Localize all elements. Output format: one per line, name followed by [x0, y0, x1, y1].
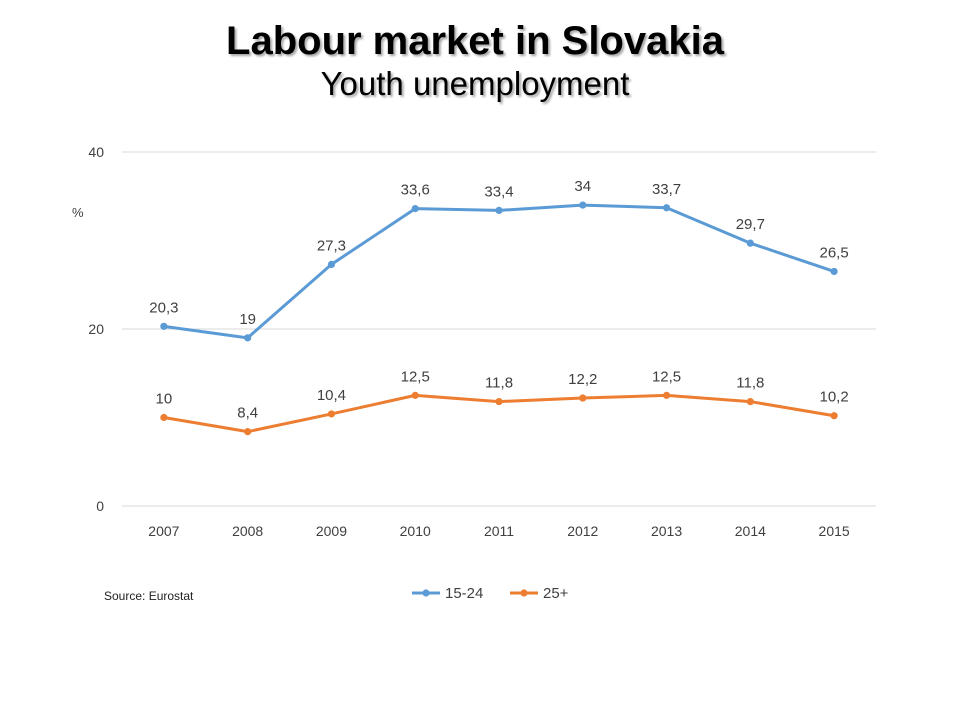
- data-label: 8,4: [237, 405, 258, 422]
- legend: 15-24 25+: [412, 585, 569, 602]
- y-tick-label: 0: [96, 498, 104, 514]
- series-25+: 10 8,4 10,4 12,5 11,8 12,2 12,5 11,8 10,2: [156, 368, 849, 436]
- data-label: 19: [239, 311, 256, 328]
- y-tick-label: 20: [88, 321, 104, 337]
- legend-label: 25+: [543, 585, 569, 602]
- x-tick-label: 2007: [148, 523, 179, 539]
- x-tick-label: 2013: [651, 523, 682, 539]
- x-tick-label: 2011: [484, 523, 514, 539]
- series-line: [162, 203, 836, 340]
- data-point: [411, 205, 419, 213]
- data-label: 12,5: [401, 368, 430, 385]
- data-point: [244, 334, 252, 342]
- data-point: [746, 239, 754, 247]
- data-label: 27,3: [317, 237, 346, 254]
- data-point: [160, 413, 168, 422]
- data-point: [160, 322, 168, 330]
- data-point: [830, 412, 838, 420]
- legend-swatch-marker: [422, 589, 430, 597]
- data-label: 10,4: [317, 387, 346, 404]
- data-point: [495, 206, 503, 215]
- x-tick-label: 2009: [316, 523, 347, 539]
- data-label: 12,5: [652, 368, 681, 385]
- x-tick-label: 2014: [735, 523, 766, 539]
- data-label: 12,2: [568, 371, 597, 388]
- data-label: 33,6: [401, 182, 430, 199]
- title-block: Labour market in Slovakia Youth unemploy…: [0, 18, 950, 104]
- data-point: [662, 204, 671, 212]
- data-point: [327, 410, 336, 418]
- data-point: [244, 428, 252, 436]
- data-label: 11,8: [485, 375, 513, 392]
- data-point: [327, 260, 336, 268]
- data-point: [495, 397, 503, 406]
- data-point: [830, 267, 838, 276]
- y-tick-label: 40: [88, 144, 104, 160]
- data-label: 26,5: [820, 244, 849, 261]
- data-point: [746, 397, 754, 406]
- data-label: 33,7: [652, 181, 681, 198]
- data-label: 34: [574, 178, 591, 195]
- page-subtitle: Youth unemployment: [320, 65, 630, 102]
- y-axis-ticks: 0 20 40: [88, 144, 104, 514]
- data-point: [579, 394, 587, 402]
- page-title: Labour market in Slovakia: [226, 19, 724, 63]
- data-label: 33,4: [484, 183, 513, 200]
- data-label: 10,2: [820, 389, 849, 406]
- data-point: [662, 391, 671, 399]
- legend-item: 25+: [510, 585, 569, 602]
- source-note: Source: Eurostat: [104, 589, 194, 603]
- data-point: [411, 391, 419, 399]
- legend-swatch-marker: [520, 589, 528, 597]
- x-tick-label: 2015: [819, 523, 850, 539]
- legend-item: 15-24: [412, 585, 483, 602]
- data-label: 11,8: [736, 375, 764, 392]
- data-point: [579, 201, 587, 209]
- series-15-24: 20,3 19 27,3 33,6 33,4 34 33,7 29,7 26,5: [149, 178, 849, 342]
- x-tick-label: 2010: [400, 523, 431, 539]
- data-label: 20,3: [149, 299, 178, 316]
- x-axis-ticks: 2007 2008 2009 2010 2011 2012 2013 2014 2015: [148, 523, 850, 539]
- x-tick-label: 2012: [567, 523, 598, 539]
- y-axis-unit-label: %: [72, 205, 84, 220]
- series-group: 20,3 19 27,3 33,6 33,4 34 33,7 29,7 26,5 10 8,4 10,…: [149, 178, 849, 436]
- gridlines: [122, 151, 876, 507]
- x-tick-label: 2008: [232, 523, 263, 539]
- data-label: 29,7: [736, 216, 765, 233]
- data-label: 10: [156, 391, 173, 408]
- legend-label: 15-24: [445, 585, 483, 602]
